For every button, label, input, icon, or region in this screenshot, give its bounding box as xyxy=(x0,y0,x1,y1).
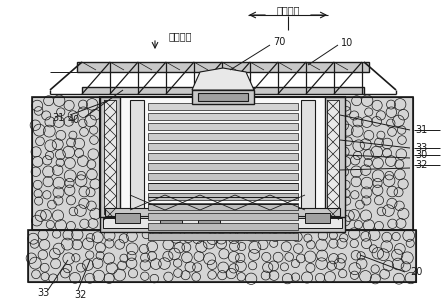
Bar xyxy=(148,213,298,220)
Bar xyxy=(82,87,364,94)
Bar xyxy=(192,90,254,104)
Bar xyxy=(104,100,116,214)
Bar xyxy=(148,133,298,140)
Bar xyxy=(340,97,413,230)
Bar xyxy=(100,215,345,232)
Bar xyxy=(100,97,345,217)
Text: 32: 32 xyxy=(74,290,86,300)
Bar xyxy=(148,113,298,120)
Bar xyxy=(305,213,330,223)
Bar xyxy=(148,153,298,160)
Bar xyxy=(103,218,342,228)
Bar xyxy=(100,97,120,217)
Bar xyxy=(160,220,182,226)
Text: 40: 40 xyxy=(68,115,80,125)
Text: 竖直方向: 竖直方向 xyxy=(168,31,192,41)
Bar xyxy=(32,97,105,230)
Bar xyxy=(28,230,416,282)
Bar xyxy=(148,183,298,190)
Bar xyxy=(148,103,298,110)
Text: 33: 33 xyxy=(415,143,427,153)
Text: 水平方向: 水平方向 xyxy=(276,5,300,15)
Text: 31: 31 xyxy=(415,125,427,135)
Text: 33: 33 xyxy=(37,288,49,298)
Text: 31: 31 xyxy=(53,113,65,123)
Text: 10: 10 xyxy=(341,38,353,48)
Bar xyxy=(28,230,416,282)
Bar xyxy=(301,100,315,216)
Text: 20: 20 xyxy=(410,267,422,277)
Bar xyxy=(105,208,340,216)
Bar xyxy=(148,163,298,170)
Bar xyxy=(148,233,298,240)
Text: 32: 32 xyxy=(415,160,427,170)
Bar xyxy=(32,97,105,230)
Bar xyxy=(148,123,298,130)
Bar xyxy=(340,97,413,230)
Bar xyxy=(198,220,220,226)
Bar xyxy=(130,100,144,216)
Bar xyxy=(327,100,339,214)
Bar xyxy=(148,203,298,210)
Bar xyxy=(148,143,298,150)
Text: 30: 30 xyxy=(415,150,427,160)
Bar xyxy=(77,62,369,72)
Bar xyxy=(148,193,298,200)
Text: 70: 70 xyxy=(273,37,285,47)
Polygon shape xyxy=(192,68,254,90)
Bar xyxy=(148,223,298,230)
Bar xyxy=(198,93,248,101)
Bar xyxy=(325,97,345,217)
Bar xyxy=(115,213,140,223)
Bar xyxy=(148,173,298,180)
